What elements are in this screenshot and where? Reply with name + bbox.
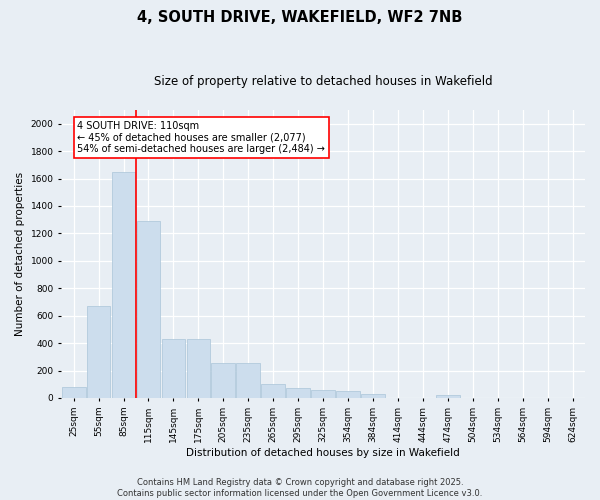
Bar (112, 172, 136, 398)
Text: 4 SOUTH DRIVE: 110sqm
← 45% of detached houses are smaller (2,077)
54% of semi-d: 4 SOUTH DRIVE: 110sqm ← 45% of detached … (77, 121, 325, 154)
Bar (87, 306, 110, 398)
Bar (211, 363, 235, 398)
Bar (187, 339, 210, 398)
Bar (336, 391, 360, 398)
Text: Contains HM Land Registry data © Crown copyright and database right 2025.
Contai: Contains HM Land Registry data © Crown c… (118, 478, 482, 498)
Bar (62, 387, 86, 398)
Bar (436, 394, 460, 398)
Bar (361, 394, 385, 398)
Bar (262, 384, 285, 398)
Bar (161, 339, 185, 398)
Bar (236, 363, 260, 398)
Bar (137, 221, 160, 398)
Bar (311, 390, 335, 398)
X-axis label: Distribution of detached houses by size in Wakefield: Distribution of detached houses by size … (186, 448, 460, 458)
Text: 4, SOUTH DRIVE, WAKEFIELD, WF2 7NB: 4, SOUTH DRIVE, WAKEFIELD, WF2 7NB (137, 10, 463, 25)
Title: Size of property relative to detached houses in Wakefield: Size of property relative to detached ho… (154, 75, 493, 88)
Y-axis label: Number of detached properties: Number of detached properties (15, 172, 25, 336)
Bar (286, 388, 310, 398)
